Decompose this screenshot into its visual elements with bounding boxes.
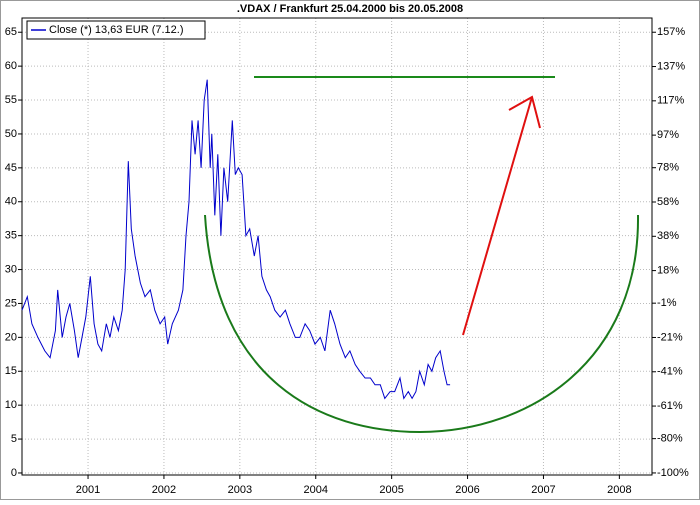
x-tick-label: 2001 (76, 484, 100, 496)
y-tick-label: 30 (5, 263, 17, 275)
y2-tick-label: 157% (657, 26, 685, 38)
y2-tick-label: 58% (657, 196, 679, 208)
grid (22, 18, 652, 475)
y2-tick-label: -80% (657, 433, 683, 445)
legend (26, 20, 206, 40)
y2-tick-label: 137% (657, 60, 685, 72)
y2-tick-label: 97% (657, 129, 679, 141)
y2-tick-label: 38% (657, 230, 679, 242)
y2-tick-label: 117% (657, 95, 685, 107)
x-tick-label: 2002 (152, 484, 176, 496)
series-line (21, 79, 451, 400)
x-tick-label: 2007 (531, 484, 555, 496)
y2-tick-label: -41% (657, 366, 683, 378)
legend-label: Close (*) 13,63 EUR (7.12.) (49, 24, 184, 36)
y2-tick-label: 78% (657, 162, 679, 174)
x-tick-label: 2008 (607, 484, 631, 496)
x-tick-label: 2005 (379, 484, 403, 496)
y2-tick-label: 18% (657, 264, 679, 276)
y-tick-label: 0 (11, 467, 17, 479)
y-tick-label: 65 (5, 26, 17, 38)
y2-tick-label: -100% (657, 467, 689, 479)
y-tick-label: 25 (5, 297, 17, 309)
y-tick-label: 15 (5, 365, 17, 377)
y2-tick-label: -1% (657, 297, 677, 309)
y2-tick-label: -61% (657, 400, 683, 412)
x-tick-label: 2003 (228, 484, 252, 496)
y-tick-label: 55 (5, 94, 17, 106)
y-tick-label: 20 (5, 331, 17, 343)
y-tick-label: 60 (5, 60, 17, 72)
y2-tick-label: -21% (657, 331, 683, 343)
y-tick-label: 40 (5, 196, 17, 208)
chart-title: .VDAX / Frankfurt 25.04.2000 bis 20.05.2… (237, 3, 463, 15)
y-tick-label: 45 (5, 162, 17, 174)
y-tick-label: 5 (11, 433, 17, 445)
y-tick-label: 10 (5, 399, 17, 411)
arrow-annotation (462, 95, 541, 336)
y-tick-label: 35 (5, 230, 17, 242)
x-tick-label: 2006 (455, 484, 479, 496)
arc-annotation (204, 214, 640, 434)
series (21, 79, 451, 400)
x-tick-label: 2004 (304, 484, 328, 496)
plot-area (21, 17, 653, 476)
y-tick-label: 50 (5, 128, 17, 140)
